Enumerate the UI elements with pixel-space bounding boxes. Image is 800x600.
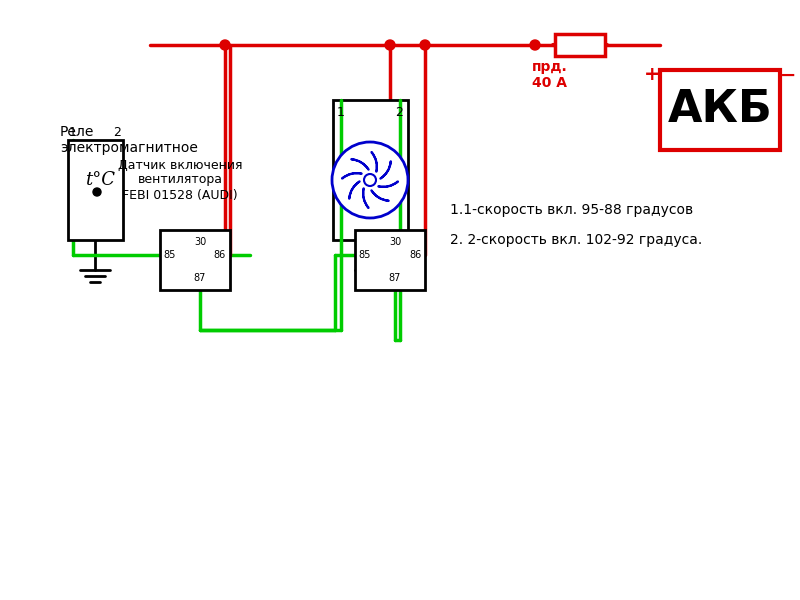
Text: Датчик включения
вентилятора
FEBI 01528 (AUDI): Датчик включения вентилятора FEBI 01528 … xyxy=(118,158,242,202)
Circle shape xyxy=(93,188,101,196)
Text: АКБ: АКБ xyxy=(667,88,773,131)
Text: 87: 87 xyxy=(194,273,206,283)
Text: 87: 87 xyxy=(389,273,401,283)
FancyArrowPatch shape xyxy=(378,181,398,187)
Circle shape xyxy=(420,40,430,50)
Text: 86: 86 xyxy=(214,250,226,260)
FancyArrowPatch shape xyxy=(349,181,360,199)
Bar xyxy=(660,70,780,150)
FancyArrowPatch shape xyxy=(371,152,377,172)
Text: 2: 2 xyxy=(114,125,122,139)
Text: 1: 1 xyxy=(337,106,345,118)
Text: 1.1-скорость вкл. 95-88 градусов: 1.1-скорость вкл. 95-88 градусов xyxy=(450,203,693,217)
Text: 86: 86 xyxy=(409,250,421,260)
Circle shape xyxy=(332,142,408,218)
Bar xyxy=(67,140,122,240)
Bar xyxy=(333,100,407,240)
Text: Реле
электромагнитное: Реле электромагнитное xyxy=(60,125,198,155)
FancyArrowPatch shape xyxy=(342,173,362,179)
FancyArrowPatch shape xyxy=(371,190,389,201)
Circle shape xyxy=(530,40,540,50)
Circle shape xyxy=(220,40,230,50)
FancyArrowPatch shape xyxy=(363,188,369,208)
Text: 30: 30 xyxy=(389,237,401,247)
Circle shape xyxy=(385,40,395,50)
Text: 1: 1 xyxy=(69,125,77,139)
Text: 85: 85 xyxy=(359,250,371,260)
Bar xyxy=(160,230,230,290)
Bar xyxy=(355,230,425,290)
Text: t°C: t°C xyxy=(85,171,115,189)
Text: 85: 85 xyxy=(164,250,176,260)
Text: 30: 30 xyxy=(194,237,206,247)
Circle shape xyxy=(364,174,376,186)
Text: −: − xyxy=(780,65,796,85)
FancyArrowPatch shape xyxy=(351,159,369,170)
Text: 2. 2-скорость вкл. 102-92 градуса.: 2. 2-скорость вкл. 102-92 градуса. xyxy=(450,233,702,247)
Text: прд.
40 А: прд. 40 А xyxy=(532,60,568,90)
Bar xyxy=(555,34,605,56)
Text: 2: 2 xyxy=(395,106,403,118)
Text: +: + xyxy=(644,65,660,85)
FancyArrowPatch shape xyxy=(380,161,391,179)
